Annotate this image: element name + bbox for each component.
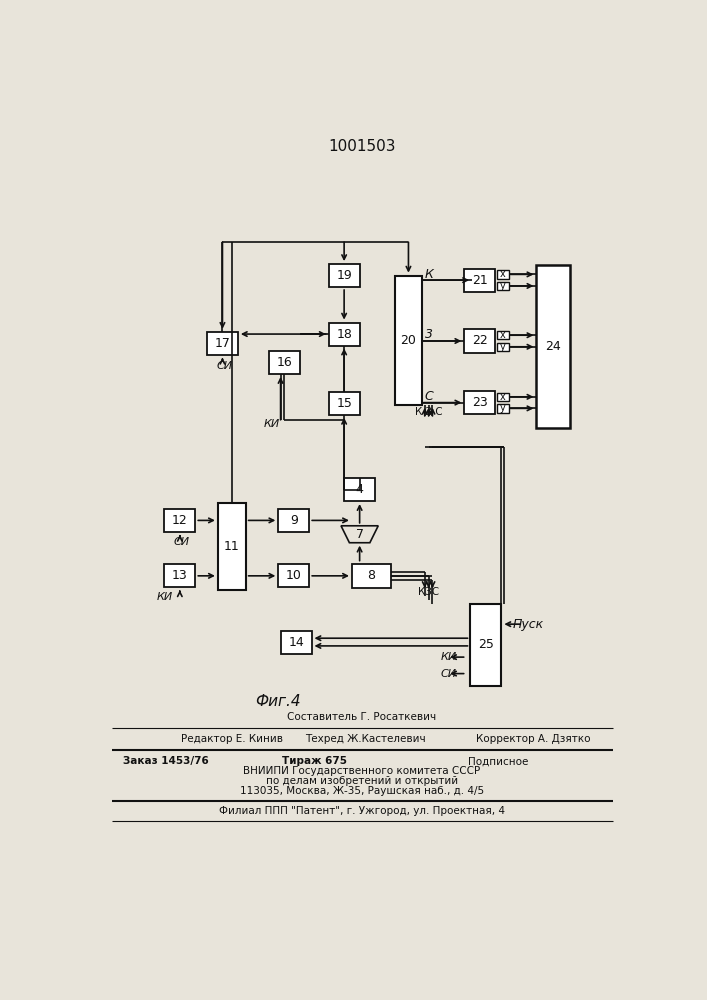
Text: Техред Ж.Кастелевич: Техред Ж.Кастелевич [305, 734, 426, 744]
Text: 10: 10 [286, 569, 302, 582]
Bar [207, 332, 238, 355]
Bar [164, 509, 195, 532]
Text: 12: 12 [172, 514, 187, 527]
Text: ВНИИПИ Государственного комитета СССР: ВНИИПИ Государственного комитета СССР [243, 766, 481, 776]
Bar [329, 323, 360, 346]
Text: СИ: СИ [173, 537, 189, 547]
Bar [329, 392, 360, 415]
Text: 15: 15 [337, 397, 352, 410]
Text: Редактор Е. Кинив: Редактор Е. Кинив [182, 734, 284, 744]
Bar [329, 264, 360, 287]
Text: 17: 17 [214, 337, 230, 350]
Bar [464, 329, 495, 353]
Text: КЗС: КЗС [418, 587, 439, 597]
Bar [279, 564, 309, 587]
Text: СИ: СИ [440, 669, 457, 679]
Bar [464, 391, 495, 414]
Bar [497, 282, 509, 290]
Text: Составитель Г. Росаткевич: Составитель Г. Росаткевич [287, 712, 436, 722]
Bar [344, 478, 375, 501]
Text: у: у [500, 342, 506, 352]
Text: 25: 25 [478, 638, 494, 651]
Text: 18: 18 [337, 328, 352, 341]
Bar [497, 331, 509, 339]
Text: К: К [425, 267, 434, 280]
Bar [164, 564, 195, 587]
Text: КИ: КИ [440, 652, 457, 662]
Text: Подписное: Подписное [468, 756, 529, 766]
Bar [352, 564, 391, 588]
Text: х: х [500, 392, 506, 402]
Text: 23: 23 [472, 396, 488, 409]
Text: 14: 14 [288, 636, 304, 649]
Bar [497, 343, 509, 351]
Text: 16: 16 [276, 356, 292, 369]
Text: 19: 19 [337, 269, 352, 282]
Bar [464, 269, 495, 292]
Text: КИ: КИ [156, 592, 173, 602]
Text: С: С [424, 390, 433, 403]
Text: 3: 3 [425, 328, 433, 341]
Text: 7: 7 [356, 528, 363, 541]
Bar [470, 604, 501, 686]
Text: Фиг.4: Фиг.4 [255, 694, 301, 709]
Text: 21: 21 [472, 274, 488, 287]
Text: 22: 22 [472, 334, 488, 347]
Text: КИ: КИ [264, 419, 280, 429]
Text: 20: 20 [400, 334, 416, 347]
Text: 8: 8 [367, 569, 375, 582]
Text: 113035, Москва, Ж-35, Раушская наб., д. 4/5: 113035, Москва, Ж-35, Раушская наб., д. … [240, 786, 484, 796]
Text: 1001503: 1001503 [328, 139, 396, 154]
Text: 24: 24 [546, 340, 561, 353]
Bar [395, 276, 422, 405]
Text: СИ: СИ [217, 361, 233, 371]
Text: К З С: К З С [415, 407, 443, 417]
Text: 11: 11 [224, 540, 240, 553]
Text: 13: 13 [172, 569, 187, 582]
Bar [279, 509, 309, 532]
Bar [497, 404, 509, 413]
Text: по делам изобретений и открытий: по делам изобретений и открытий [266, 776, 458, 786]
Text: х: х [500, 269, 506, 279]
Bar [281, 631, 312, 654]
Text: Тираж 675: Тираж 675 [282, 756, 347, 766]
Text: Филиал ППП "Патент", г. Ужгород, ул. Проектная, 4: Филиал ППП "Патент", г. Ужгород, ул. Про… [219, 806, 505, 816]
Text: х: х [500, 330, 506, 340]
Text: Корректор А. Дзятко: Корректор А. Дзятко [476, 734, 590, 744]
Text: Заказ 1453/76: Заказ 1453/76 [123, 756, 209, 766]
Bar [537, 265, 571, 428]
Text: 4: 4 [356, 483, 363, 496]
Text: 9: 9 [290, 514, 298, 527]
Bar [497, 393, 509, 401]
Text: у: у [500, 403, 506, 413]
Text: у: у [500, 281, 506, 291]
Bar [497, 270, 509, 279]
Bar [218, 503, 246, 590]
Bar [269, 351, 300, 374]
Text: Пуск: Пуск [513, 618, 544, 631]
